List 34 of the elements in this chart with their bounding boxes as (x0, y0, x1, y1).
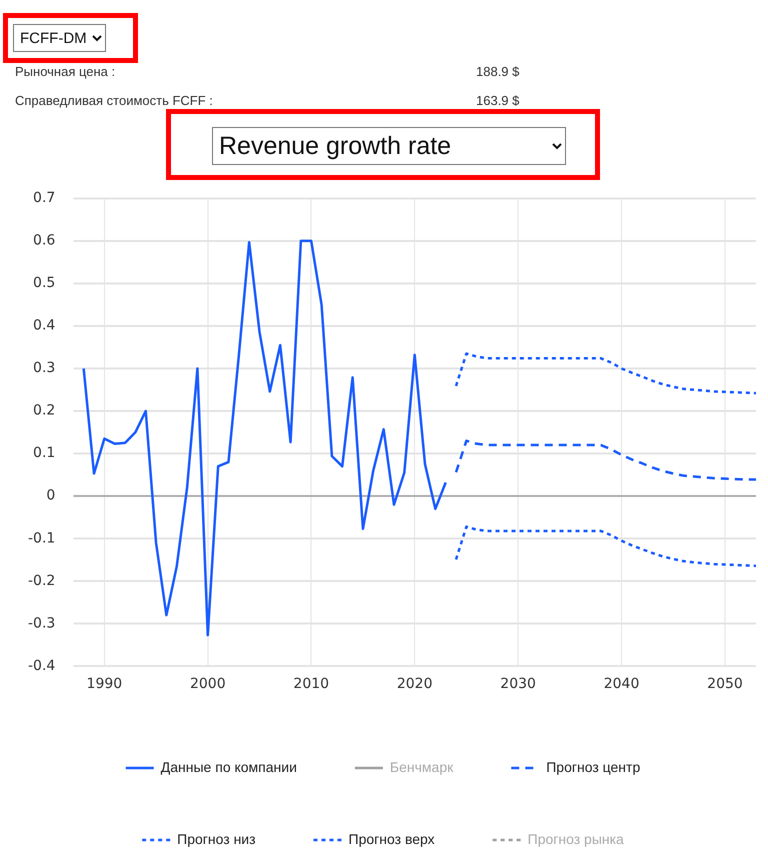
y-tick-label: 0.5 (33, 275, 56, 292)
legend-label: Прогноз центр (546, 758, 640, 775)
legend-label: Данные по компании (160, 758, 297, 775)
legend-label: Бенчмарк (390, 758, 454, 775)
x-tick-label: 2000 (190, 676, 226, 692)
y-tick-label: 0.6 (33, 232, 56, 249)
text: Справедливая стоимость FCFF : (15, 93, 213, 108)
text: Рыночная цена : (15, 64, 116, 79)
legend-label: Прогноз низ (177, 830, 256, 847)
text: FCFF-DM (13, 24, 106, 52)
y-tick-label: -0.1 (28, 530, 56, 546)
legend-label: Прогноз верх (348, 830, 435, 847)
line-series (454, 352, 756, 394)
x-tick-label: 2020 (396, 676, 432, 692)
x-tick-label: 2050 (707, 676, 743, 692)
chart-title: Revenue growth rate (212, 127, 566, 165)
y-tick-label: 0.2 (33, 402, 56, 419)
legend-label: Прогноз рынка (528, 830, 624, 847)
y-tick-label: 0 (46, 488, 56, 504)
x-tick-label: 2030 (500, 676, 536, 692)
line-series (454, 525, 756, 568)
y-tick-label: 0.7 (33, 190, 56, 206)
y-tick-label: 0.4 (33, 318, 56, 334)
y-tick-label: 0.3 (33, 360, 56, 376)
line-series (454, 440, 756, 481)
y-tick-label: -0.4 (28, 658, 56, 674)
x-tick-label: 2040 (604, 676, 640, 692)
y-tick-label: -0.3 (28, 615, 56, 632)
y-tick-label: 0.1 (33, 445, 56, 462)
text: 163.9 $ (476, 93, 520, 108)
text: 188.9 $ (476, 64, 520, 79)
x-tick-label: 1990 (86, 676, 122, 692)
y-tick-label: -0.2 (28, 572, 56, 589)
x-tick-label: 2010 (293, 676, 330, 692)
